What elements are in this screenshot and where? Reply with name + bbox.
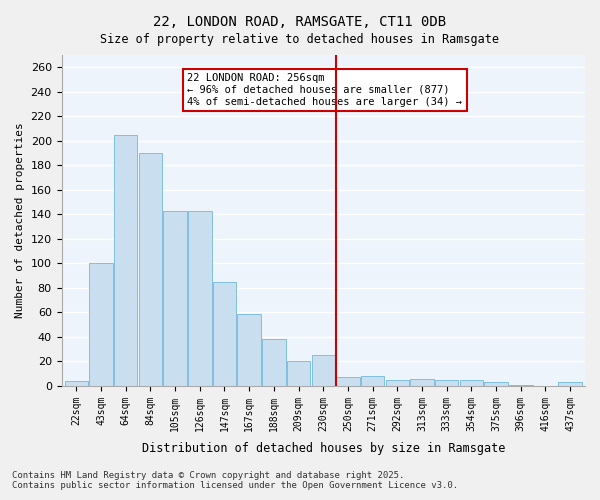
Bar <box>188 210 212 386</box>
Bar <box>361 376 385 386</box>
Bar <box>336 378 359 386</box>
Text: 22, LONDON ROAD, RAMSGATE, CT11 0DB: 22, LONDON ROAD, RAMSGATE, CT11 0DB <box>154 15 446 29</box>
Bar <box>139 153 162 386</box>
Bar <box>262 340 286 386</box>
Bar <box>509 384 533 386</box>
Bar <box>114 134 137 386</box>
Bar <box>65 381 88 386</box>
Text: Contains HM Land Registry data © Crown copyright and database right 2025.
Contai: Contains HM Land Registry data © Crown c… <box>12 470 458 490</box>
Bar <box>311 356 335 386</box>
X-axis label: Distribution of detached houses by size in Ramsgate: Distribution of detached houses by size … <box>142 442 505 455</box>
Bar <box>559 382 582 386</box>
Text: Size of property relative to detached houses in Ramsgate: Size of property relative to detached ho… <box>101 32 499 46</box>
Bar <box>287 362 310 386</box>
Bar <box>460 380 483 386</box>
Bar <box>484 382 508 386</box>
Bar <box>435 380 458 386</box>
Bar <box>410 378 434 386</box>
Bar <box>213 282 236 386</box>
Bar <box>238 314 261 386</box>
Bar <box>163 210 187 386</box>
Text: 22 LONDON ROAD: 256sqm
← 96% of detached houses are smaller (877)
4% of semi-det: 22 LONDON ROAD: 256sqm ← 96% of detached… <box>187 74 463 106</box>
Bar <box>386 380 409 386</box>
Y-axis label: Number of detached properties: Number of detached properties <box>15 122 25 318</box>
Bar <box>89 264 113 386</box>
